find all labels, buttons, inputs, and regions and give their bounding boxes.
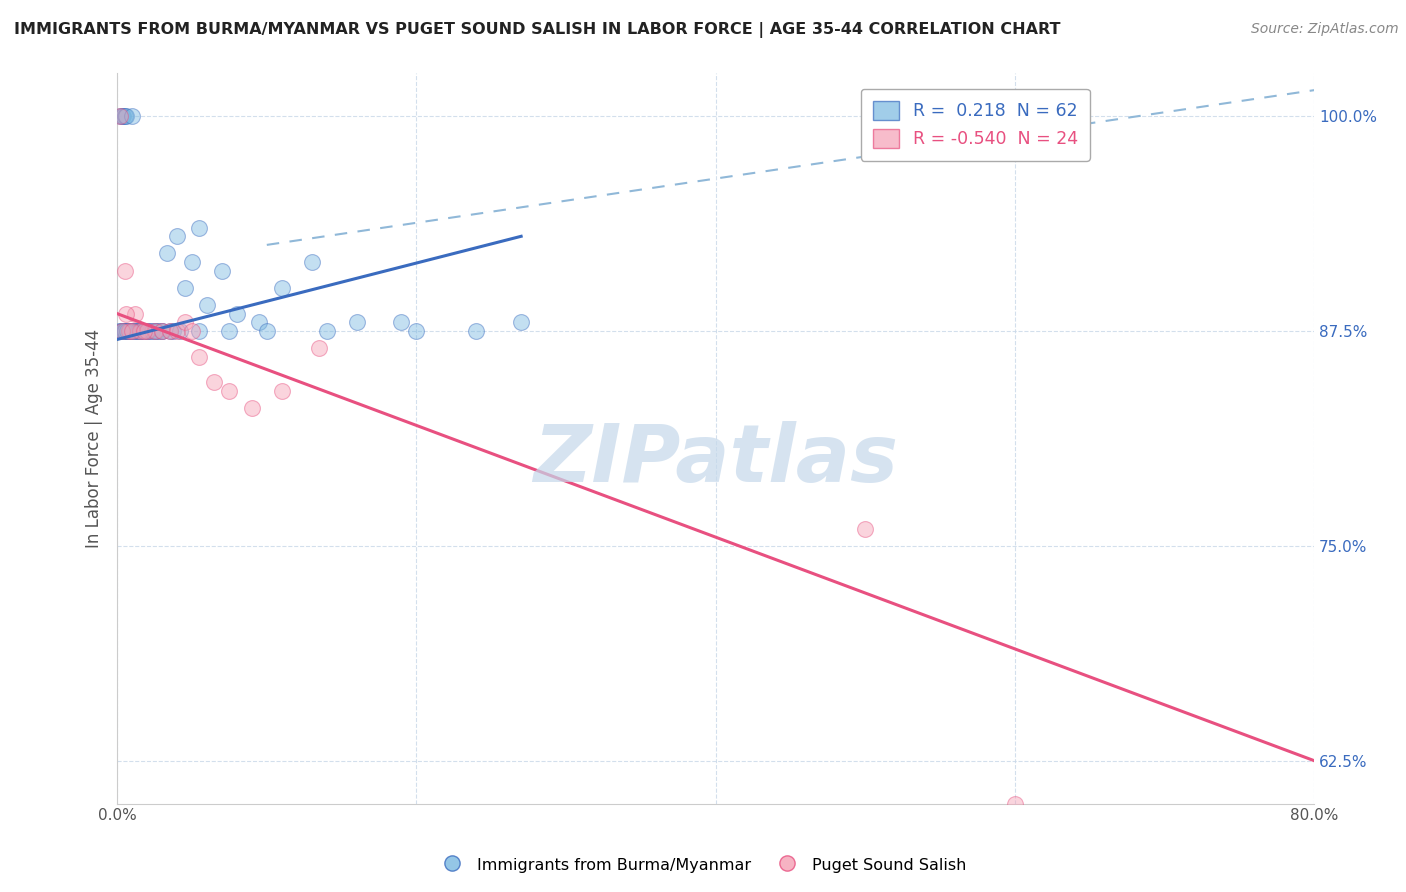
Point bbox=[256, 324, 278, 338]
Point bbox=[129, 324, 152, 338]
Point bbox=[134, 324, 156, 338]
Point bbox=[128, 324, 150, 338]
Point bbox=[853, 522, 876, 536]
Point bbox=[159, 324, 181, 338]
Point bbox=[188, 350, 211, 364]
Point bbox=[211, 263, 233, 277]
Point bbox=[117, 324, 139, 338]
Point bbox=[270, 384, 292, 398]
Point bbox=[169, 324, 191, 338]
Point bbox=[115, 307, 138, 321]
Point bbox=[391, 315, 413, 329]
Point bbox=[308, 341, 330, 355]
Point bbox=[120, 324, 142, 338]
Point bbox=[143, 324, 166, 338]
Point bbox=[181, 255, 204, 269]
Point bbox=[240, 401, 263, 416]
Point bbox=[301, 255, 323, 269]
Point bbox=[141, 324, 163, 338]
Point bbox=[122, 324, 145, 338]
Point bbox=[108, 324, 131, 338]
Point bbox=[118, 324, 141, 338]
Point bbox=[112, 109, 135, 123]
Point bbox=[136, 324, 159, 338]
Point bbox=[218, 384, 240, 398]
Point bbox=[173, 315, 195, 329]
Point bbox=[121, 109, 143, 123]
Point bbox=[195, 298, 218, 312]
Point bbox=[114, 109, 136, 123]
Point bbox=[120, 324, 142, 338]
Point bbox=[108, 109, 131, 123]
Point bbox=[118, 324, 141, 338]
Point bbox=[108, 109, 131, 123]
Point bbox=[118, 324, 141, 338]
Point bbox=[128, 324, 150, 338]
Point bbox=[181, 324, 204, 338]
Point bbox=[166, 229, 188, 244]
Point bbox=[346, 315, 368, 329]
Point bbox=[218, 324, 240, 338]
Point bbox=[136, 324, 159, 338]
Point bbox=[143, 324, 166, 338]
Point bbox=[150, 324, 173, 338]
Point bbox=[162, 324, 184, 338]
Point bbox=[127, 324, 149, 338]
Point bbox=[111, 109, 134, 123]
Point bbox=[315, 324, 337, 338]
Point bbox=[125, 324, 148, 338]
Point bbox=[173, 281, 195, 295]
Point bbox=[188, 324, 211, 338]
Point bbox=[111, 324, 134, 338]
Text: Source: ZipAtlas.com: Source: ZipAtlas.com bbox=[1251, 22, 1399, 37]
Legend: R =  0.218  N = 62, R = -0.540  N = 24: R = 0.218 N = 62, R = -0.540 N = 24 bbox=[860, 89, 1090, 161]
Legend: Immigrants from Burma/Myanmar, Puget Sound Salish: Immigrants from Burma/Myanmar, Puget Sou… bbox=[433, 850, 973, 880]
Point bbox=[134, 324, 156, 338]
Point bbox=[270, 281, 292, 295]
Point bbox=[112, 324, 135, 338]
Y-axis label: In Labor Force | Age 35-44: In Labor Force | Age 35-44 bbox=[86, 329, 103, 548]
Point bbox=[139, 324, 162, 338]
Point bbox=[1004, 797, 1026, 811]
Point bbox=[114, 324, 136, 338]
Point bbox=[225, 307, 247, 321]
Point bbox=[124, 324, 146, 338]
Point bbox=[111, 324, 134, 338]
Point bbox=[117, 324, 139, 338]
Point bbox=[150, 324, 173, 338]
Point bbox=[150, 324, 173, 338]
Point bbox=[159, 324, 181, 338]
Point bbox=[114, 324, 136, 338]
Text: IMMIGRANTS FROM BURMA/MYANMAR VS PUGET SOUND SALISH IN LABOR FORCE | AGE 35-44 C: IMMIGRANTS FROM BURMA/MYANMAR VS PUGET S… bbox=[14, 22, 1060, 38]
Point bbox=[121, 324, 143, 338]
Text: ZIPatlas: ZIPatlas bbox=[533, 421, 898, 500]
Point bbox=[114, 263, 136, 277]
Point bbox=[166, 324, 188, 338]
Point bbox=[115, 324, 138, 338]
Point bbox=[115, 324, 138, 338]
Point bbox=[145, 324, 167, 338]
Point bbox=[121, 324, 143, 338]
Point bbox=[405, 324, 427, 338]
Point bbox=[247, 315, 270, 329]
Point bbox=[110, 324, 132, 338]
Point bbox=[188, 220, 211, 235]
Point bbox=[115, 109, 138, 123]
Point bbox=[155, 246, 177, 260]
Point bbox=[146, 324, 169, 338]
Point bbox=[112, 324, 135, 338]
Point bbox=[465, 324, 488, 338]
Point bbox=[124, 307, 146, 321]
Point bbox=[204, 376, 226, 390]
Point bbox=[128, 324, 150, 338]
Point bbox=[136, 324, 159, 338]
Point bbox=[510, 315, 533, 329]
